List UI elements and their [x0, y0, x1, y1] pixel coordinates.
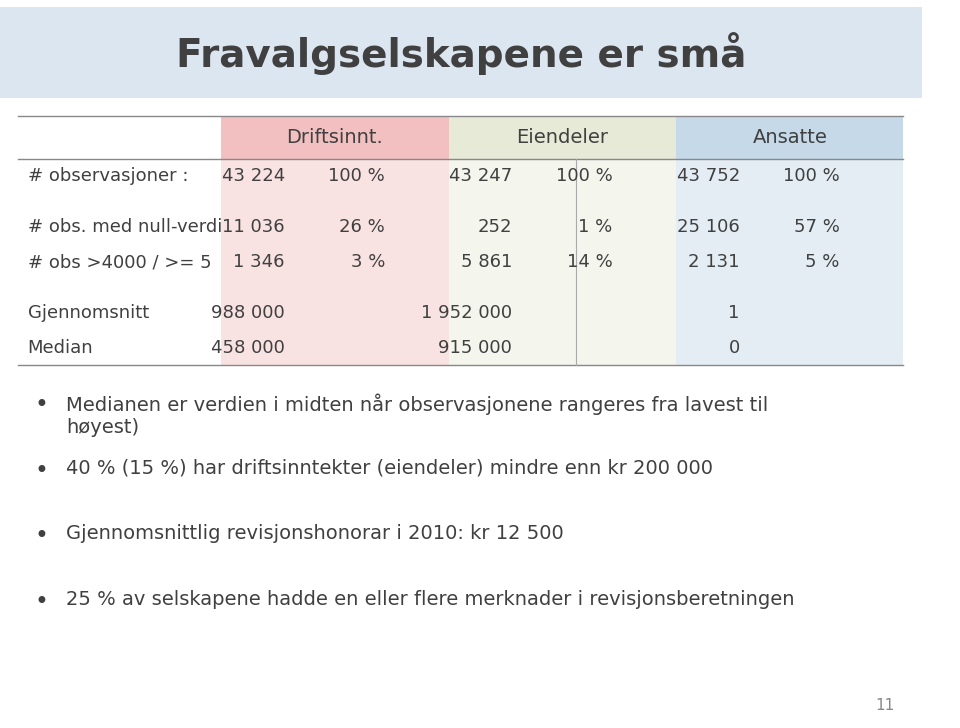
Bar [221, 159, 448, 365]
Text: Medianen er verdien i midten når observasjonene rangeres fra lavest til
høyest): Medianen er verdien i midten når observa… [66, 393, 769, 437]
Text: 458 000: 458 000 [211, 339, 285, 357]
Text: 26 %: 26 % [339, 218, 385, 236]
Text: 40 % (15 %) har driftsinntekter (eiendeler) mindre enn kr 200 000: 40 % (15 %) har driftsinntekter (eiendel… [66, 459, 713, 478]
Text: 11 036: 11 036 [223, 218, 285, 236]
Text: 252: 252 [478, 218, 513, 236]
Text: 14 %: 14 % [566, 253, 612, 271]
Text: 100 %: 100 % [328, 167, 385, 185]
Text: 988 000: 988 000 [211, 304, 285, 322]
Bar [676, 116, 903, 159]
Text: 25 % av selskapene hadde en eller flere merknader i revisjonsberetningen: 25 % av selskapene hadde en eller flere … [66, 590, 795, 609]
Text: Median: Median [28, 339, 93, 357]
Text: 1: 1 [729, 304, 740, 322]
Text: •: • [35, 393, 48, 417]
Text: •: • [35, 459, 48, 483]
Text: 1 %: 1 % [578, 218, 612, 236]
Text: 1 952 000: 1 952 000 [421, 304, 513, 322]
Text: 43 247: 43 247 [449, 167, 513, 185]
Text: 1 346: 1 346 [233, 253, 285, 271]
Text: Gjennomsnittlig revisjonshonorar i 2010: kr 12 500: Gjennomsnittlig revisjonshonorar i 2010:… [66, 524, 564, 543]
Text: 100 %: 100 % [783, 167, 840, 185]
Text: 43 752: 43 752 [677, 167, 740, 185]
Text: 5 %: 5 % [805, 253, 840, 271]
Bar [448, 159, 676, 365]
Text: Eiendeler: Eiendeler [516, 128, 609, 147]
Text: 100 %: 100 % [556, 167, 612, 185]
Text: 0: 0 [729, 339, 740, 357]
Text: 3 %: 3 % [350, 253, 385, 271]
Text: Gjennomsnitt: Gjennomsnitt [28, 304, 149, 322]
Text: Fravalgselskapene er små: Fravalgselskapene er små [176, 32, 746, 76]
Text: •: • [35, 524, 48, 548]
Text: •: • [35, 590, 48, 614]
Text: 5 861: 5 861 [461, 253, 513, 271]
Text: Driftsinnt.: Driftsinnt. [287, 128, 383, 147]
Bar [448, 116, 676, 159]
Bar [676, 159, 903, 365]
Text: # observasjoner :: # observasjoner : [28, 167, 188, 185]
Text: Ansatte: Ansatte [753, 128, 828, 147]
Text: 2 131: 2 131 [688, 253, 740, 271]
Bar [221, 116, 448, 159]
Text: 25 106: 25 106 [677, 218, 740, 236]
Text: # obs. med null-verdi: # obs. med null-verdi [28, 218, 222, 236]
Text: 915 000: 915 000 [439, 339, 513, 357]
Bar [0, 7, 922, 98]
Text: # obs >4000 / >= 5: # obs >4000 / >= 5 [28, 253, 211, 271]
Text: 11: 11 [875, 698, 895, 713]
Text: 43 224: 43 224 [222, 167, 285, 185]
Text: 57 %: 57 % [794, 218, 840, 236]
